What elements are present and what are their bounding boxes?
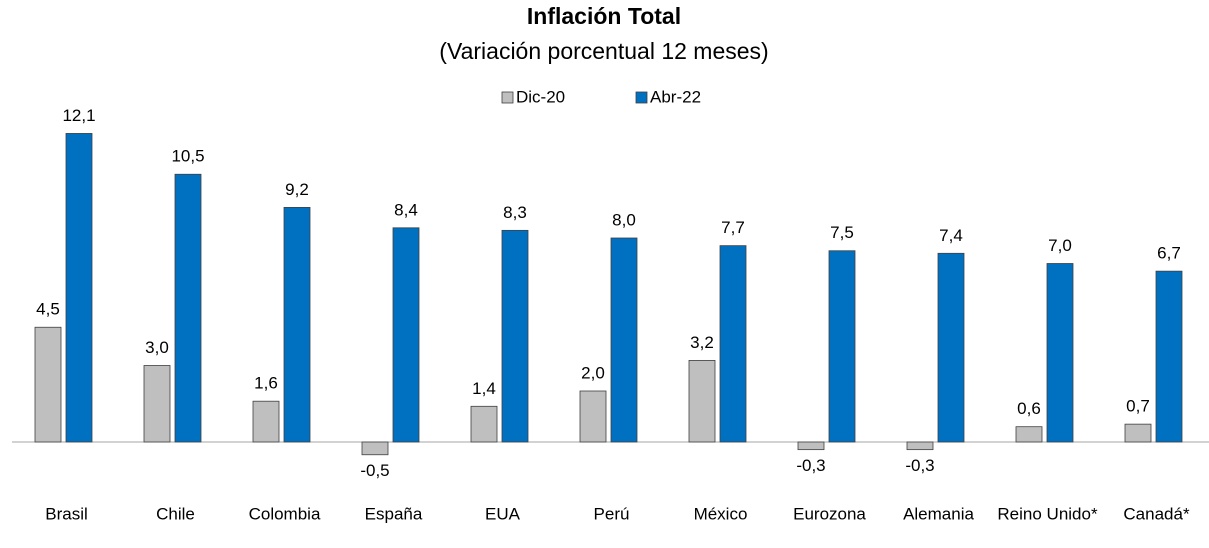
x-tick-label: Perú [594, 504, 630, 523]
bar [579, 390, 607, 443]
bar [143, 365, 171, 443]
data-label: 4,5 [36, 300, 60, 319]
bar [719, 245, 747, 443]
data-label: 7,7 [721, 218, 745, 237]
legend-swatch [501, 91, 514, 104]
x-tick-label: Colombia [249, 504, 321, 523]
data-label: -0,5 [360, 461, 389, 480]
data-label: 2,0 [581, 363, 605, 382]
data-label: 1,6 [254, 374, 278, 393]
bar [1155, 270, 1183, 443]
bar [797, 441, 825, 451]
data-label: -0,3 [796, 456, 825, 475]
data-label: 0,7 [1126, 397, 1150, 416]
x-tick-label: Canadá* [1123, 504, 1190, 523]
bar [65, 133, 93, 443]
data-label: 8,4 [394, 200, 418, 219]
x-tick-label: EUA [485, 504, 521, 523]
bar [828, 250, 856, 443]
legend-swatch [635, 91, 648, 104]
bar [174, 173, 202, 443]
data-label: 3,0 [145, 338, 169, 357]
x-tick-label: Brasil [45, 504, 88, 523]
data-label: 8,0 [612, 210, 636, 229]
data-label: 12,1 [62, 106, 95, 125]
bar [501, 229, 529, 443]
legend-label: Abr-22 [650, 87, 701, 106]
x-tick-label: Eurozona [793, 504, 866, 523]
bar [906, 441, 934, 451]
data-label: 0,6 [1017, 399, 1041, 418]
data-label: 1,4 [472, 379, 496, 398]
chart-subtitle: (Variación porcentual 12 meses) [439, 38, 768, 64]
data-label: 7,0 [1048, 236, 1072, 255]
chart-title: Inflación Total [527, 3, 681, 29]
data-label: 10,5 [171, 147, 204, 166]
bar [361, 441, 389, 456]
bar [937, 252, 965, 443]
data-label: 3,2 [690, 333, 714, 352]
bar [610, 237, 638, 443]
bar [688, 359, 716, 443]
x-tick-label: Alemania [903, 504, 974, 523]
data-label: 7,4 [939, 226, 963, 245]
data-label: 7,5 [830, 223, 854, 242]
bar [1046, 263, 1074, 443]
bar [1124, 423, 1152, 443]
data-label: 8,3 [503, 203, 527, 222]
bar [252, 400, 280, 443]
bar [1015, 426, 1043, 443]
bar [392, 227, 420, 443]
data-label: 6,7 [1157, 244, 1181, 263]
x-tick-label: España [365, 504, 423, 523]
x-tick-label: México [694, 504, 748, 523]
legend-label: Dic-20 [516, 87, 565, 106]
data-label: -0,3 [905, 456, 934, 475]
bar [470, 405, 498, 443]
x-tick-label: Reino Unido* [997, 504, 1098, 523]
bar [34, 326, 62, 443]
bar [283, 206, 311, 443]
data-label: 9,2 [285, 180, 309, 199]
x-tick-label: Chile [156, 504, 195, 523]
